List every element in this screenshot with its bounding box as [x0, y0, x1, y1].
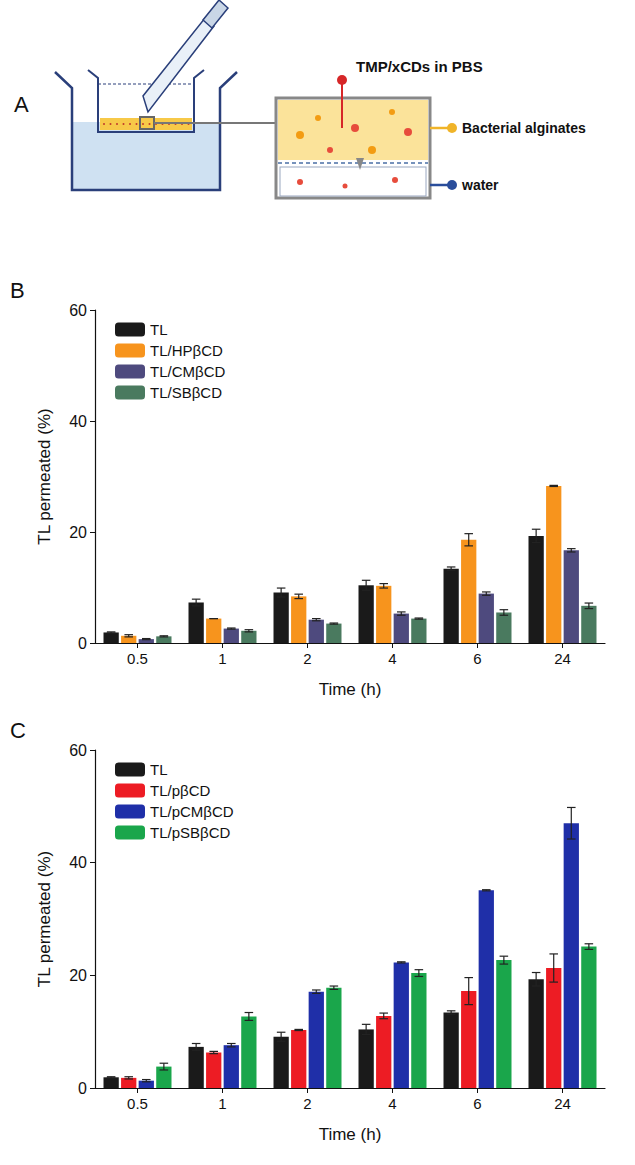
svg-text:TL permeated (%): TL permeated (%) [35, 851, 54, 987]
svg-text:TL/CMβCD: TL/CMβCD [150, 363, 225, 380]
svg-text:C: C [10, 718, 26, 743]
svg-text:6: 6 [473, 650, 481, 667]
svg-text:TL: TL [150, 321, 168, 338]
svg-text:40: 40 [69, 413, 87, 430]
svg-text:A: A [14, 92, 29, 117]
svg-text:2: 2 [303, 1095, 311, 1112]
svg-text:TL/pCMβCD: TL/pCMβCD [150, 803, 234, 820]
svg-text:TMP/xCDs in PBS: TMP/xCDs in PBS [356, 58, 483, 75]
svg-text:4: 4 [388, 1095, 396, 1112]
svg-text:24: 24 [554, 1095, 571, 1112]
svg-text:TL/pβCD: TL/pβCD [150, 782, 210, 799]
svg-text:Time (h): Time (h) [319, 1125, 382, 1144]
svg-text:24: 24 [554, 650, 571, 667]
svg-text:Bacterial alginates: Bacterial alginates [462, 120, 586, 136]
svg-text:0: 0 [78, 635, 87, 652]
svg-text:water: water [461, 177, 499, 193]
svg-text:20: 20 [69, 524, 87, 541]
svg-text:1: 1 [218, 650, 226, 667]
svg-text:2: 2 [303, 650, 311, 667]
svg-text:0: 0 [78, 1080, 87, 1097]
svg-text:TL: TL [150, 761, 168, 778]
svg-text:1: 1 [218, 1095, 226, 1112]
svg-text:TL permeated (%): TL permeated (%) [35, 408, 54, 544]
svg-text:20: 20 [69, 967, 87, 984]
svg-text:60: 60 [69, 302, 87, 319]
svg-text:6: 6 [473, 1095, 481, 1112]
svg-text:TL/pSBβCD: TL/pSBβCD [150, 824, 230, 841]
svg-text:0.5: 0.5 [127, 1095, 148, 1112]
svg-text:Time (h): Time (h) [319, 680, 382, 699]
svg-text:40: 40 [69, 854, 87, 871]
svg-text:0.5: 0.5 [127, 650, 148, 667]
svg-text:4: 4 [388, 650, 396, 667]
svg-text:TL/SBβCD: TL/SBβCD [150, 384, 222, 401]
svg-text:TL/HPβCD: TL/HPβCD [150, 342, 223, 359]
svg-text:B: B [10, 278, 25, 303]
svg-text:60: 60 [69, 742, 87, 759]
